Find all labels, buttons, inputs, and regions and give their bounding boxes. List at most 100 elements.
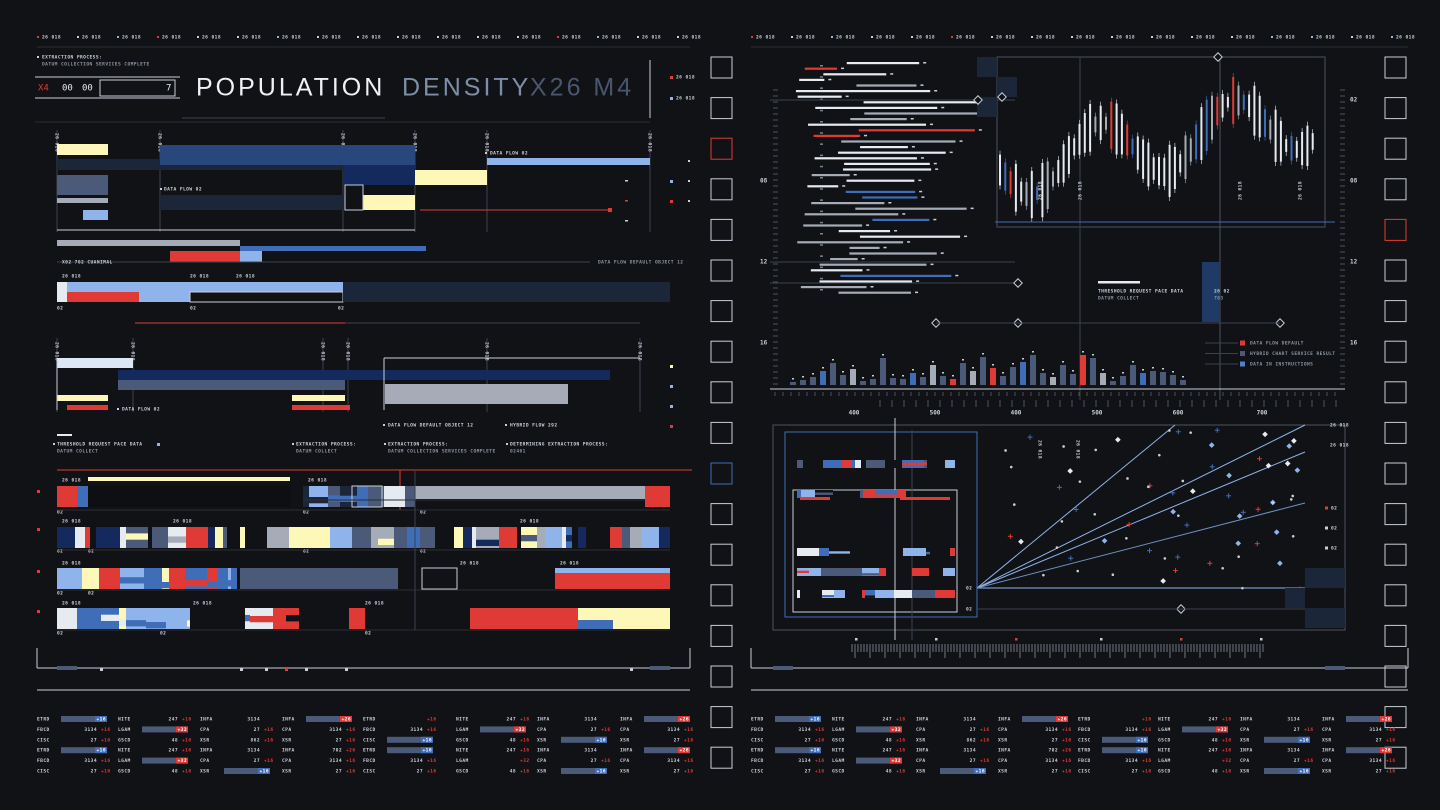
side-square: [1384, 462, 1407, 485]
flow-tick: [930, 263, 934, 266]
table-badge-bar: [1102, 736, 1148, 743]
legend-swatch: [1240, 351, 1245, 356]
stripe-segment: [926, 551, 930, 555]
table-code: NITE: [1158, 717, 1171, 723]
stripe-segment: [578, 527, 586, 548]
flow-tick: [978, 129, 982, 131]
flow-bar: [855, 207, 967, 210]
table-code: XSR: [1322, 769, 1332, 775]
short-label: 02: [338, 306, 344, 312]
side-square: [710, 97, 733, 120]
table-code: CISC: [37, 769, 50, 775]
table-delta: +16: [1222, 717, 1232, 723]
scatter-dot: [1158, 453, 1161, 457]
inner-frame: [784, 431, 978, 618]
marker-label: 26 018: [402, 35, 421, 41]
table-value: 48: [886, 737, 892, 743]
flow-bar: [797, 241, 904, 244]
flow-tick: [841, 67, 845, 70]
vertical-marker: 26 018: [1038, 181, 1044, 200]
table-code: NITE: [832, 748, 845, 754]
axis-label: 08: [1350, 178, 1358, 185]
decor-block: [67, 292, 139, 302]
table-delta: +16: [684, 769, 694, 775]
table-code: XSR: [537, 737, 547, 743]
table-code: ETRD: [751, 748, 764, 754]
flow-bar: [830, 258, 858, 261]
table-value: 702: [1049, 748, 1059, 754]
table-value: 27: [674, 737, 680, 743]
table-badge: +26: [680, 748, 690, 754]
indicator: [37, 570, 40, 573]
stripe-segment: [803, 460, 820, 468]
table-code: NITE: [456, 717, 469, 723]
side-square: [710, 706, 733, 729]
stripe-segment: [420, 527, 435, 548]
decor-block: [415, 170, 487, 185]
indicator: [1325, 526, 1328, 530]
table-delta: +32: [520, 758, 530, 764]
marker-label: 26 018: [282, 35, 301, 41]
marker-dot: [871, 36, 873, 38]
stripe-segment: [862, 590, 865, 598]
flow-tick: [820, 87, 823, 89]
table-value: 27: [91, 737, 97, 743]
side-square: [1384, 300, 1407, 323]
flow-bar: [797, 95, 842, 98]
flow-bar: [841, 140, 956, 143]
x-axis-label: 600: [1173, 410, 1184, 417]
table-value: 27: [336, 769, 342, 775]
table-value: 48: [172, 769, 178, 775]
bullet: [383, 424, 385, 426]
bullet: [292, 443, 294, 445]
flow-tick: [920, 84, 924, 86]
table-badge-bar: [644, 747, 690, 754]
stripe-segment: [566, 535, 572, 542]
table-badge-tail: [514, 726, 526, 733]
short-label: 02: [57, 631, 63, 637]
table-badge-bar: [224, 768, 270, 774]
table-delta: +16: [520, 769, 530, 775]
histogram-bar: [1150, 371, 1156, 385]
table-delta: +16: [182, 717, 192, 723]
decor-block: [88, 486, 290, 507]
table-delta: +16: [427, 769, 437, 775]
table-code: CPA: [537, 727, 547, 733]
footer-dot: [100, 668, 103, 671]
stripe-segment: [371, 527, 378, 548]
table-code: XSR: [1240, 737, 1250, 743]
decor-block: [578, 620, 613, 629]
flow-tick: [820, 154, 823, 157]
table-delta: +16: [1222, 769, 1232, 775]
flow-tick: [820, 210, 823, 213]
histogram-bar: [980, 357, 986, 385]
histogram-bar: [1040, 373, 1046, 385]
short-label: 02: [88, 549, 94, 555]
vertical-marker: 26 018: [412, 133, 418, 152]
marker-dot: [1311, 36, 1313, 38]
marker-dot: [117, 36, 119, 38]
table-value: 3134: [84, 727, 97, 733]
table-badge: +26: [1058, 717, 1068, 723]
stripe-segment: [822, 590, 834, 598]
indicator: [688, 160, 690, 162]
footer-dot: [285, 668, 288, 671]
decor-block: [57, 434, 72, 436]
scatter-diamond: [1291, 438, 1297, 444]
stripe-segment: [120, 527, 126, 548]
flow-label: DATA FLOW 02: [122, 407, 160, 413]
note-text: DATUM COLLECT: [57, 449, 98, 455]
stripe-segment: [286, 615, 299, 622]
stripe-segment: [273, 608, 286, 629]
table-value: 3134: [963, 748, 976, 754]
table-delta: +16: [264, 727, 274, 733]
table-delta: +16: [1062, 769, 1072, 775]
bar-cap: [832, 359, 834, 361]
flow-label: DATA FLOW DEFAULT OBJECT 12: [598, 260, 683, 266]
table-delta: +16: [182, 748, 192, 754]
vertical-marker: 26 018: [320, 342, 326, 361]
short-label: 02: [365, 631, 371, 637]
bar-cap: [892, 374, 894, 376]
table-badge: +32: [178, 758, 188, 764]
histogram-bar: [1000, 376, 1006, 385]
